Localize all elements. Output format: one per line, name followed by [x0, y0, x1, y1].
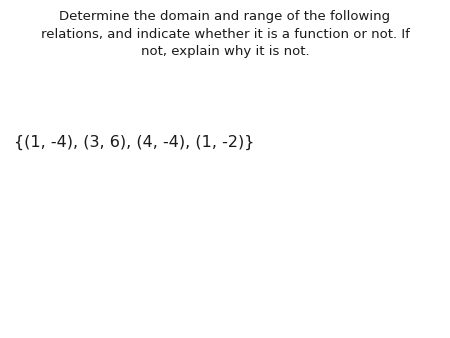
Text: Determine the domain and range of the following
relations, and indicate whether : Determine the domain and range of the fo…: [40, 10, 410, 58]
Text: {(1, -4), (3, 6), (4, -4), (1, -2)}: {(1, -4), (3, 6), (4, -4), (1, -2)}: [14, 135, 254, 150]
